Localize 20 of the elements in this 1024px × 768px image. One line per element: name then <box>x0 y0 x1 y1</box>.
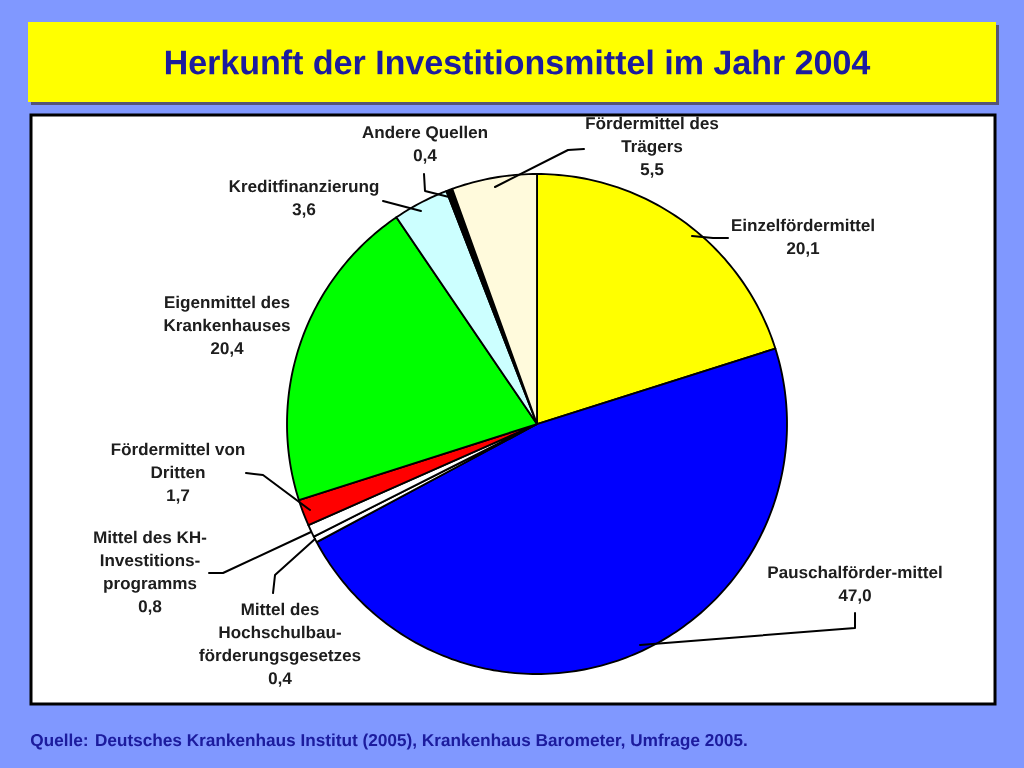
slice-label: Pauschalförder-mittel <box>768 565 942 579</box>
slice-label: Eigenmittel des Krankenhauses <box>164 295 290 332</box>
data-label: 5,5 <box>640 163 664 178</box>
data-label: 0,8 <box>138 600 162 615</box>
slice-label: Kreditfinanzierung <box>229 179 379 196</box>
data-label: 0,4 <box>268 672 292 687</box>
data-label: 0,4 <box>413 149 437 164</box>
data-label: 47,0 <box>838 589 871 604</box>
slice-label: Fördermittel des Trägers <box>586 116 719 156</box>
data-label: 20,4 <box>210 342 244 357</box>
slice-label: Fördermittel von Dritten <box>111 442 245 479</box>
data-label: 1,7 <box>167 489 190 504</box>
slice-label: Andere Quellen <box>362 125 487 142</box>
slice-label: Mittel des KH-Investitions-programms <box>94 530 207 593</box>
chart-title: Herkunft der Investitionsmittel im Jahr 2004 <box>165 49 871 75</box>
slice-label: Einzelfördermittel <box>732 218 874 232</box>
slice-label: Mittel des Hochschulbau-förderungsgesetzes <box>199 602 361 665</box>
data-label: 3,6 <box>292 203 316 218</box>
data-label: 20,1 <box>786 242 820 257</box>
source-note: Quelle: Deutsches Krankenhaus Institut (2005), Krankenhaus Barometer, Umfrage 2005. <box>30 733 747 750</box>
